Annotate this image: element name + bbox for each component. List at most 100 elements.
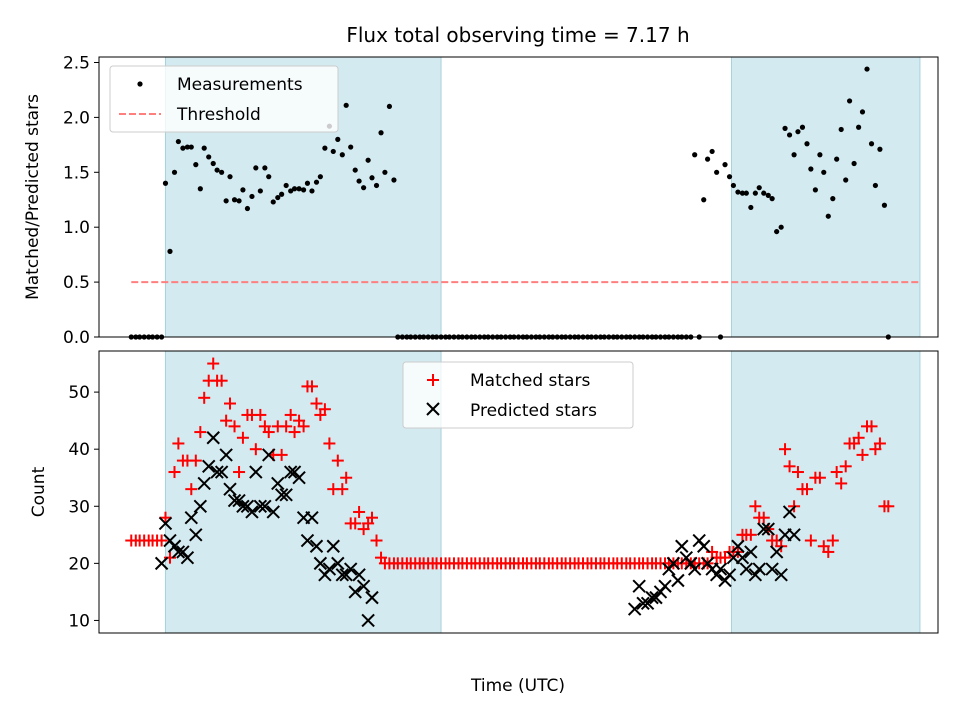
matched-star-marker [835, 477, 848, 490]
predicted-marker-b [309, 539, 324, 553]
predicted-marker-b [687, 562, 702, 576]
predicted-marker-b [189, 528, 203, 542]
predicted-marker-b [271, 476, 285, 491]
predicted-star-marker [352, 568, 366, 582]
predicted-marker-b [731, 539, 745, 553]
predicted-marker-b [722, 568, 737, 582]
predicted-marker-b [739, 562, 754, 576]
measurement-point [227, 174, 233, 180]
predicted-star-marker [748, 568, 763, 582]
matched-star-marker [826, 534, 839, 547]
top-y-axis-label: Matched/Predicted stars [23, 94, 43, 300]
measurement-point [830, 196, 836, 202]
measurement-point [365, 157, 371, 163]
measurement-point [304, 180, 311, 186]
top-panel: 0.0 0.5 1.0 1.5 2.0 2.5 Matched/Predicted sta… [23, 53, 939, 348]
predicted-marker-b [343, 562, 358, 576]
measurement-point [709, 148, 715, 155]
predicted-star-marker [774, 568, 788, 582]
predicted-star-marker [232, 493, 246, 508]
matched-star-marker [757, 511, 770, 524]
predicted-marker-b [735, 550, 750, 565]
predicted-star-marker [223, 482, 237, 496]
predicted-star-marker [249, 465, 263, 479]
measurement-point [782, 125, 788, 131]
bottom-shaded-intervals [164, 350, 921, 634]
matched-star-marker [749, 500, 762, 513]
matched-star-marker [783, 460, 796, 473]
predicted-star-marker [636, 596, 650, 611]
predicted-star-marker [300, 533, 315, 548]
measurement-point [288, 188, 294, 194]
y-tick-label: 0.5 [63, 273, 90, 293]
matched-star-marker [800, 483, 813, 496]
measurement-point [343, 102, 349, 108]
predicted-marker-b [335, 568, 350, 582]
legend-matched-label: Matched stars [470, 371, 590, 391]
predicted-marker-b [249, 465, 263, 479]
measurement-point [283, 182, 289, 189]
shaded-interval [730, 350, 921, 634]
bottom-axes-frame [98, 350, 939, 634]
legend-matched-marker [427, 374, 439, 386]
legend-threshold-label: Threshold [176, 105, 261, 125]
predicted-star-marker [266, 505, 280, 519]
measurement-point [335, 136, 341, 142]
predicted-marker-b [219, 448, 233, 462]
measurement-point [804, 141, 810, 147]
predicted-marker-b [274, 488, 289, 502]
measurement-point [778, 224, 784, 230]
matched-star-marker [189, 454, 202, 467]
predicted-marker-b [361, 613, 375, 628]
measurement-point [799, 124, 806, 130]
matched-star-marker [249, 443, 262, 456]
y-tick-label: 2.5 [63, 53, 90, 73]
y-tick-label: 1.0 [63, 218, 90, 238]
measurement-point [223, 198, 229, 204]
matched-star-marker [336, 483, 349, 496]
predicted-marker-b [748, 568, 763, 582]
measurement-point [851, 160, 857, 167]
predicted-marker-b [627, 602, 642, 616]
predicted-marker-b [171, 545, 186, 559]
measurement-point [369, 175, 375, 181]
predicted-star-marker [245, 505, 259, 519]
legend-predicted-marker [426, 402, 440, 416]
measurement-point [275, 194, 281, 201]
predicted-marker-b [636, 596, 650, 611]
matched-star-marker [804, 534, 817, 547]
matched-star-marker [228, 420, 241, 433]
measurement-point [352, 167, 358, 173]
predicted-star-marker [765, 562, 779, 576]
predicted-marker-b [167, 539, 182, 553]
measurement-point [881, 202, 888, 208]
matched-star-marker [839, 460, 852, 473]
matched-star-marker [340, 471, 353, 484]
measurement-point [201, 145, 207, 151]
predicted-marker-b [331, 556, 345, 571]
predicted-star-marker [202, 459, 216, 474]
measurement-point [257, 188, 263, 194]
measurement-point [868, 141, 875, 147]
predicted-star-marker [671, 573, 685, 588]
predicted-marker-b [184, 510, 198, 525]
measurement-point [726, 174, 733, 180]
measurement-point [846, 98, 853, 104]
predicted-marker-b [197, 476, 211, 491]
predicted-star-marker [309, 539, 324, 553]
matched-star-marker [198, 391, 211, 404]
predicted-marker-b [713, 562, 728, 576]
predicted-marker-b [236, 499, 250, 513]
predicted-star-marker [744, 545, 758, 559]
predicted-star-marker [675, 539, 689, 553]
predicted-marker-b [352, 568, 366, 582]
x-axis-label: Time (UTC) [470, 676, 565, 696]
measurement-point [795, 129, 801, 135]
predicted-marker-b [666, 556, 681, 571]
measurement-point [167, 248, 173, 254]
measurement-point [765, 192, 771, 198]
measurement-point [193, 162, 199, 168]
predicted-marker-b [671, 573, 685, 588]
measurement-point [356, 178, 362, 184]
